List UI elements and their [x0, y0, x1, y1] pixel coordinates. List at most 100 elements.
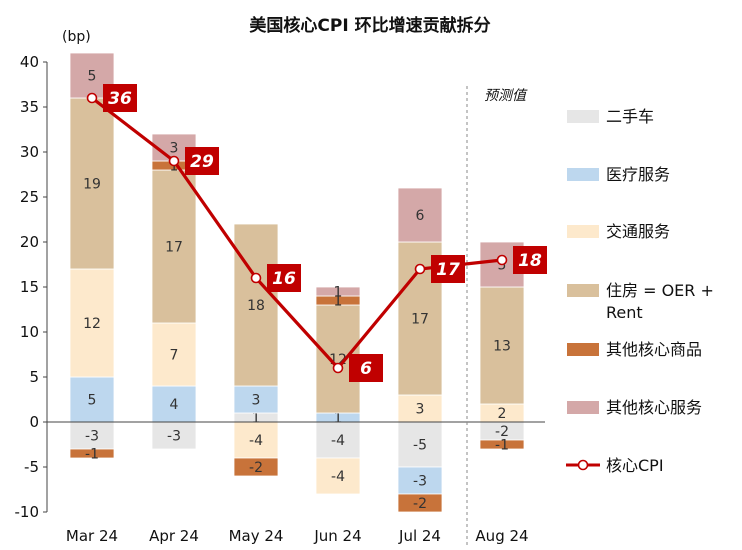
x-tick-label: Mar 24 — [66, 527, 118, 545]
cpi-label-box — [431, 255, 465, 283]
legend-swatch — [567, 401, 599, 414]
bar-segment-5-4 — [397, 187, 443, 243]
cpi-value-label: 16 — [272, 269, 296, 289]
bar-segment-2-0 — [69, 268, 115, 378]
cpi-point — [168, 155, 180, 167]
cpi-value-label: 6 — [360, 359, 372, 379]
y-tick-label: 30 — [20, 143, 39, 161]
legend-swatch — [567, 168, 599, 181]
segment-value-label: -4 — [331, 433, 345, 449]
bar-segment-3-5 — [479, 286, 525, 405]
segment-value-label: 2 — [498, 406, 507, 422]
y-tick-label: 35 — [20, 98, 39, 116]
segment-value-label: 1 — [334, 294, 343, 310]
segment-value-label: 17 — [411, 312, 429, 328]
legend-line-marker — [577, 459, 589, 471]
cpi-label-box — [185, 147, 219, 175]
bar-segment-4-0 — [69, 448, 115, 459]
x-tick-label: May 24 — [229, 527, 284, 545]
cpi-label-box — [267, 264, 301, 292]
segment-value-label: -1 — [495, 438, 509, 454]
y-tick-label: 15 — [20, 278, 39, 296]
legend-swatch — [567, 284, 599, 297]
legend-label: 交通服务 — [606, 222, 670, 241]
legend-label: 住房 = OER + — [606, 281, 714, 300]
y-tick-label: 25 — [20, 188, 39, 206]
cpi-value-label: 29 — [190, 152, 214, 172]
y-tick-label: -10 — [15, 503, 40, 521]
segment-value-label: 17 — [165, 240, 183, 256]
x-tick-label: Apr 24 — [149, 527, 199, 545]
legend-swatch — [567, 343, 599, 356]
segment-value-label: -2 — [413, 496, 427, 512]
cpi-label-box — [349, 354, 383, 382]
cpi-value-label: 36 — [108, 89, 132, 109]
bar-segment-4-5 — [479, 439, 525, 450]
legend-label: 二手车 — [606, 107, 654, 126]
bar-segment-1-2 — [233, 385, 279, 414]
x-tick-label: Jun 24 — [313, 527, 361, 545]
segment-value-label: 19 — [83, 177, 101, 193]
bar-segment-5-3 — [315, 286, 361, 297]
segment-value-label: -2 — [495, 424, 509, 440]
legend-label-continued: Rent — [606, 303, 643, 322]
segment-value-label: -3 — [85, 429, 99, 445]
bar-segment-3-0 — [69, 97, 115, 270]
segment-value-label: 5 — [88, 69, 97, 85]
segment-value-label: 12 — [83, 316, 101, 332]
bar-segment-2-1 — [151, 322, 197, 387]
y-axis: -10 -5 0 5 10 15 20 25 30 35 40 — [15, 53, 48, 521]
legend-label: 其他核心商品 — [606, 340, 702, 359]
legend-label: 其他核心服务 — [606, 398, 702, 417]
segment-value-label: 1 — [252, 411, 261, 427]
x-tick-label: Jul 24 — [398, 527, 441, 545]
segment-value-label: 7 — [170, 348, 179, 364]
bar-segment-0-4 — [397, 421, 443, 468]
segment-value-label: -2 — [249, 460, 263, 476]
y-tick-label: 20 — [20, 233, 39, 251]
segment-value-label: 5 — [498, 258, 507, 274]
cpi-point — [86, 92, 98, 104]
segment-value-label: -4 — [249, 433, 263, 449]
y-tick-label: 0 — [29, 413, 39, 431]
segment-value-label: -3 — [167, 429, 181, 445]
x-tick-label: Aug 24 — [475, 527, 528, 545]
segment-value-label: 18 — [247, 298, 265, 314]
y-tick-label: 10 — [20, 323, 39, 341]
bar-segment-0-3 — [315, 421, 361, 459]
forecast-marker: 预测值 — [466, 86, 528, 545]
legend-swatch — [567, 110, 599, 123]
cpi-label-box — [103, 84, 137, 112]
bar-segment-0-1 — [151, 421, 197, 450]
bar-segment-1-4 — [397, 466, 443, 495]
bar-segment-3-1 — [151, 169, 197, 324]
cpi-label-box — [513, 246, 547, 274]
cpi-point — [332, 362, 344, 374]
y-tick-label: 40 — [20, 53, 39, 71]
bar-segment-0-0 — [69, 421, 115, 450]
segment-value-label: 13 — [493, 339, 511, 355]
y-axis-unit-label: (bp) — [62, 29, 91, 45]
segment-value-label: 3 — [170, 141, 179, 157]
chart-title: 美国核心CPI 环比增速贡献拆分 — [249, 15, 490, 36]
y-tick-label: -5 — [24, 458, 39, 476]
stacked-bars: -351219-15-347171313-418-2-41-41211-5-33… — [69, 52, 525, 513]
cpi-point — [496, 254, 508, 266]
legend-swatch — [567, 225, 599, 238]
segment-value-label: 3 — [252, 393, 261, 409]
cpi-point — [414, 263, 426, 275]
bar-segment-2-3 — [315, 457, 361, 495]
legend-label: 核心CPI — [606, 456, 664, 475]
x-axis: Mar 24 Apr 24 May 24 Jun 24 Jul 24 Aug 24 — [47, 421, 545, 545]
cpi-value-label: 18 — [518, 251, 542, 271]
forecast-label: 预测值 — [484, 88, 528, 104]
bar-segment-3-2 — [233, 223, 279, 387]
segment-value-label: -1 — [85, 447, 99, 463]
segment-value-label: 4 — [170, 397, 179, 413]
segment-value-label: 6 — [416, 208, 425, 224]
segment-value-label: 1 — [170, 159, 179, 175]
segment-value-label: -3 — [413, 474, 427, 490]
